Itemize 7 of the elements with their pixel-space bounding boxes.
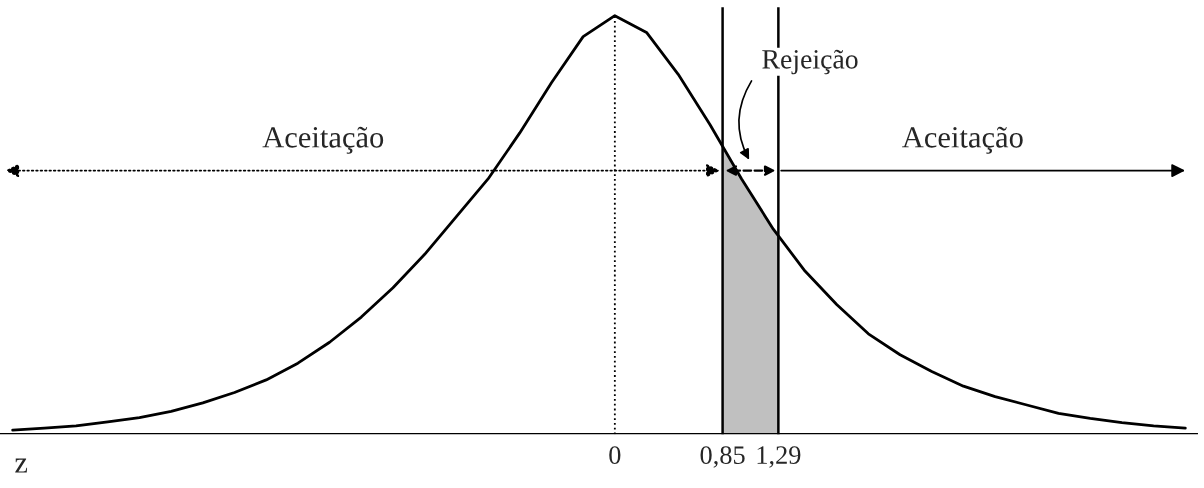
annotation: Rejeição [762,49,858,75]
x-tick-label: 0 [609,446,621,464]
x-axis-title: z [15,458,28,473]
annotation: Aceitação [902,126,1023,154]
x-tick-label: 0,85 [700,446,745,468]
annotation: Aceitação [262,126,384,154]
x-tick-label: 1,29 [757,446,801,468]
